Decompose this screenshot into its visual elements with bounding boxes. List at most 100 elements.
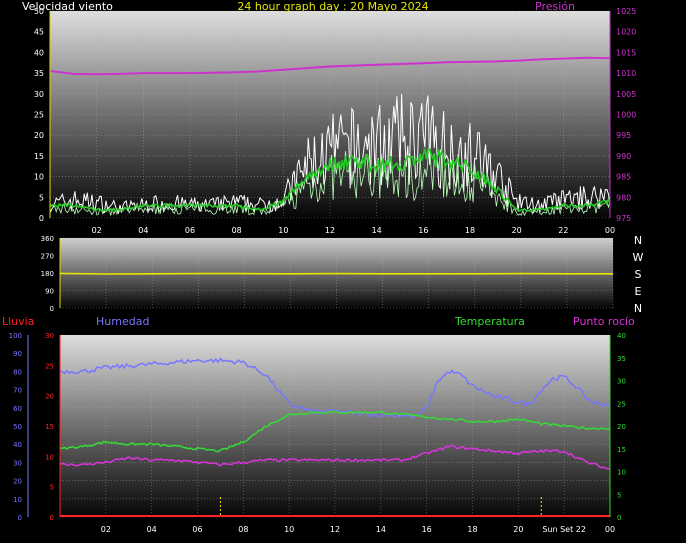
temperature-y-tick-label: 30 (617, 378, 626, 386)
direction-y-tick-label: 180 (41, 270, 54, 278)
pressure-line (49, 56, 611, 76)
temperature-y-tick-label: 20 (617, 423, 626, 431)
wind-y-tick-label: 50 (34, 7, 44, 16)
wind-y-tick-label: 15 (34, 152, 44, 161)
direction-line (59, 272, 613, 275)
rain-label: Lluvia (2, 315, 34, 328)
wind-speed-label: Velocidad viento (22, 0, 113, 13)
temp-x-tick-label: 16 (422, 525, 432, 534)
temp-x-tick-label: 00 (605, 525, 615, 534)
temp-x-tick-label: 20 (513, 525, 523, 534)
compass-label: E (635, 285, 642, 298)
wind-x-tick-label: 00 (605, 226, 615, 235)
rain-y-tick-label: 15 (45, 423, 54, 431)
temperature-y-tick-label: 40 (617, 332, 626, 340)
temp-x-tick-label: 04 (147, 525, 157, 534)
wind-x-tick-label: 08 (232, 226, 242, 235)
pressure-y-tick-label: 995 (616, 131, 631, 140)
wind-axes: 0510152025303540455097598098599099510001… (34, 7, 637, 235)
humidity-y-tick-label: 90 (13, 350, 22, 358)
humidity-y-tick-label: 40 (13, 441, 22, 449)
direction-series (59, 272, 613, 275)
direction-y-tick-label: 270 (41, 253, 54, 261)
wind-y-tick-label: 25 (34, 111, 44, 120)
temp-axes: 0102030405060708090100051015202530051015… (9, 332, 626, 534)
pressure-y-tick-label: 990 (616, 152, 631, 161)
direction-y-tick-label: 360 (41, 235, 54, 243)
pressure-y-tick-label: 985 (616, 173, 631, 182)
wind-y-tick-label: 35 (34, 69, 44, 78)
compass-label: N (634, 234, 642, 247)
chart-title: 24 hour graph day : 20 Mayo 2024 (237, 0, 428, 13)
temp-x-tick-label: 06 (192, 525, 202, 534)
wind-x-tick-label: 10 (278, 226, 288, 235)
wind-y-tick-label: 30 (34, 90, 44, 99)
wind-x-tick-label: 20 (512, 226, 522, 235)
temp-x-tick-label: 10 (284, 525, 294, 534)
temp-x-tick-label: 14 (376, 525, 386, 534)
rain-y-tick-label: 30 (45, 332, 54, 340)
pressure-y-tick-label: 980 (616, 193, 631, 202)
humidity-y-tick-label: 50 (13, 423, 22, 431)
temperature-line (59, 410, 611, 453)
pressure-y-tick-label: 975 (616, 214, 631, 223)
wind-y-tick-label: 10 (34, 173, 44, 182)
temperature-y-tick-label: 35 (617, 355, 626, 363)
wind-y-tick-label: 40 (34, 48, 44, 57)
pressure-y-tick-label: 1020 (616, 28, 636, 37)
compass-label: S (635, 268, 642, 281)
temperature-y-tick-label: 15 (617, 446, 626, 454)
humidity-y-tick-label: 80 (13, 368, 22, 376)
humidity-y-tick-label: 30 (13, 459, 22, 467)
humidity-y-tick-label: 20 (13, 478, 22, 486)
humidity-line (59, 357, 611, 420)
wind-x-tick-label: 16 (418, 226, 428, 235)
temperature-y-tick-label: 25 (617, 400, 626, 408)
temperature-label: Temperatura (454, 315, 525, 328)
direction-y-tick-label: 0 (50, 305, 54, 313)
rain-y-tick-label: 25 (45, 362, 54, 370)
wind-x-tick-label: 18 (465, 226, 475, 235)
temp-series (59, 357, 611, 517)
pressure-y-tick-label: 1000 (616, 111, 636, 120)
rain-y-tick-label: 20 (45, 393, 54, 401)
temperature-y-tick-label: 5 (617, 491, 621, 499)
pressure-label: Presión (535, 0, 575, 13)
wind-x-tick-label: 12 (325, 226, 335, 235)
wind-y-tick-label: 5 (39, 193, 44, 202)
rain-y-tick-label: 10 (45, 453, 54, 461)
wind-average-line (49, 147, 611, 213)
wind-y-tick-label: 20 (34, 131, 44, 140)
pressure-y-tick-label: 1025 (616, 7, 636, 16)
rain-y-tick-label: 5 (50, 484, 54, 492)
dewpoint-line (60, 444, 611, 470)
wind-x-tick-label: 02 (92, 226, 102, 235)
temp-x-tick-label: 18 (467, 525, 477, 534)
humidity-y-tick-label: 60 (13, 405, 22, 413)
wind-min-line (49, 146, 611, 217)
compass-label: N (634, 302, 642, 315)
temp-x-tick-label: 12 (330, 525, 340, 534)
humidity-y-tick-label: 70 (13, 387, 22, 395)
wind-x-tick-label: 06 (185, 226, 195, 235)
temp-x-tick-label: 02 (101, 525, 111, 534)
dewpoint-label: Punto rocío (573, 315, 635, 328)
temp-x-tick-label: 08 (238, 525, 248, 534)
wind-x-tick-label: 22 (558, 226, 568, 235)
pressure-y-tick-label: 1005 (616, 90, 636, 99)
humidity-label: Humedad (96, 315, 149, 328)
temperature-y-tick-label: 10 (617, 469, 626, 477)
wind-y-tick-label: 0 (39, 214, 44, 223)
wind-series (49, 56, 611, 217)
temperature-y-tick-label: 0 (617, 514, 621, 522)
pressure-y-tick-label: 1015 (616, 48, 636, 57)
direction-y-tick-label: 90 (45, 288, 54, 296)
wind-x-tick-label: 14 (372, 226, 382, 235)
wind-x-tick-label: 04 (138, 226, 148, 235)
wind-y-tick-label: 45 (34, 28, 44, 37)
wind-grid (50, 10, 611, 219)
humidity-y-tick-label: 100 (9, 332, 22, 340)
humidity-y-tick-label: 10 (13, 496, 22, 504)
temp-x-tick-label: Sun Set 22 (542, 525, 586, 534)
